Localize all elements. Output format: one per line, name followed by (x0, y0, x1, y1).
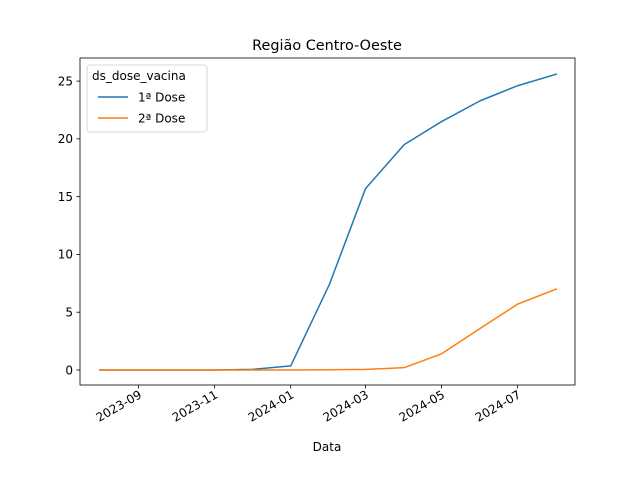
legend: ds_dose_vacina 1ª Dose 2ª Dose (87, 65, 207, 132)
x-tick-label: 2023-11 (170, 387, 220, 424)
x-tick-label: 2023-09 (94, 387, 144, 424)
y-tick-label: 15 (58, 190, 73, 204)
y-tick-label: 10 (58, 248, 73, 262)
legend-label-2: 2ª Dose (138, 111, 185, 125)
x-tick-label: 2024-01 (246, 387, 296, 424)
x-axis-label: Data (313, 440, 342, 454)
y-tick-label: 25 (58, 74, 73, 88)
series-line-2 (100, 289, 556, 370)
legend-title: ds_dose_vacina (92, 69, 186, 83)
x-tick-label: 2024-07 (473, 387, 523, 424)
x-tick-label: 2024-05 (397, 387, 447, 424)
y-tick-label: 20 (58, 132, 73, 146)
x-tick-label: 2024-03 (321, 387, 371, 424)
y-tick-label: 5 (65, 306, 73, 320)
legend-label-1: 1ª Dose (138, 90, 185, 104)
y-tick-label: 0 (65, 363, 73, 377)
chart-title: Região Centro-Oeste (252, 38, 402, 54)
